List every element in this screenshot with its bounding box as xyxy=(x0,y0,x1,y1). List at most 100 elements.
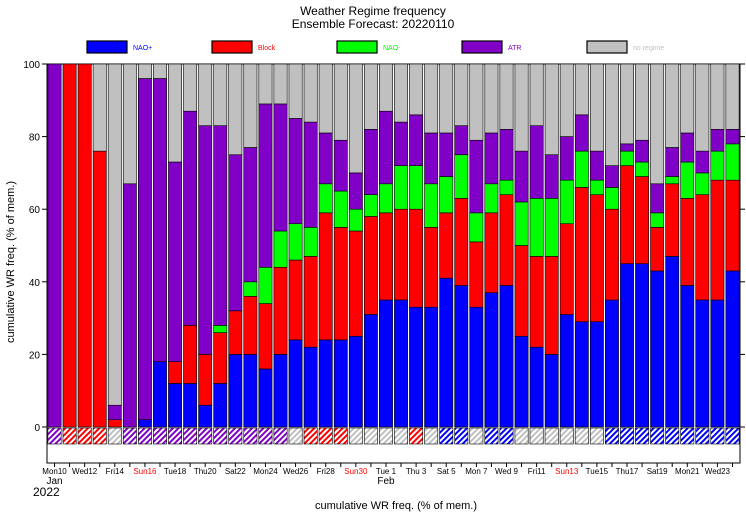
bar-segment-nao--13 xyxy=(243,354,258,428)
dominant-regime-cell-44 xyxy=(710,427,725,445)
y-axis-label: cumulative WR freq. (% of mem.) xyxy=(5,181,17,343)
dominant-regime-cell-7 xyxy=(153,427,167,445)
bar-segment-no-regime-22 xyxy=(379,63,393,112)
bar-segment-nao--25 xyxy=(424,306,439,428)
bar-segment-no-regime-7 xyxy=(153,63,167,79)
dominant-regime-cell-25 xyxy=(424,427,439,445)
bar-segment-atr-34 xyxy=(559,136,574,181)
dominant-regime-cell-2 xyxy=(77,427,92,445)
bar-segment-nao--43 xyxy=(695,172,710,195)
bar-segment-nao--38 xyxy=(620,263,634,428)
bar-segment-nao--44 xyxy=(710,299,725,428)
bar-segment-block-39 xyxy=(635,176,650,264)
bar-segment-nao--25 xyxy=(424,183,439,228)
x-tick-label-2: Wed12 xyxy=(72,467,98,476)
legend-label-nao-: NAO+ xyxy=(133,45,152,52)
dominant-regime-cell-32 xyxy=(529,427,544,445)
x-axis: Mon10 Wed12 Fri14 Sun16 Tue18 Thu20 Sat22 Mon24… xyxy=(42,463,733,487)
bar-segment-block-4 xyxy=(107,419,122,428)
legend-label-atr: ATR xyxy=(508,45,521,52)
bar-segment-nao--31 xyxy=(514,335,529,428)
bar-segment-block-24 xyxy=(409,208,424,308)
bar-segment-nao--36 xyxy=(589,321,604,428)
bar-segment-no-regime-4 xyxy=(107,63,122,406)
bar-segment-nao--19 xyxy=(333,190,348,228)
bar-segment-no-regime-40 xyxy=(650,63,665,185)
bar-segment-block-15 xyxy=(273,266,288,355)
dominant-regime-cell-21 xyxy=(363,427,378,445)
bar-segment-nao--14 xyxy=(258,368,273,428)
bar-segment-no-regime-11 xyxy=(213,63,228,127)
bar-segment-atr-23 xyxy=(394,121,408,166)
dominant-regime-cell-17 xyxy=(303,427,318,445)
bar-segment-atr-35 xyxy=(574,114,589,152)
bar-segment-block-2 xyxy=(77,63,92,428)
bar-segment-nao--11 xyxy=(213,325,228,333)
bar-segment-atr-4 xyxy=(107,404,122,421)
dominant-regime-cell-38 xyxy=(620,427,634,445)
bar-segment-nao--28 xyxy=(469,306,484,428)
bar-segment-no-regime-6 xyxy=(138,63,152,79)
bar-segment-atr-39 xyxy=(635,139,650,163)
bar-segment-block-21 xyxy=(363,216,378,315)
bar-segment-nao--24 xyxy=(409,165,424,210)
bar-segment-nao--23 xyxy=(394,165,408,210)
bar-segment-nao--19 xyxy=(333,339,348,428)
bar-segment-atr-13 xyxy=(243,147,258,283)
bar-segment-atr-38 xyxy=(620,143,634,152)
dominant-regime-cell-4 xyxy=(107,427,122,445)
dominant-regime-cell-14 xyxy=(258,427,273,445)
bar-segment-no-regime-24 xyxy=(409,63,424,116)
bar-segment-block-10 xyxy=(198,354,213,406)
bar-segment-atr-28 xyxy=(469,139,484,214)
y-tick-label-80: 80 xyxy=(29,133,41,144)
bar-segment-no-regime-41 xyxy=(665,63,680,148)
bar-segment-block-16 xyxy=(288,259,303,341)
bar-segment-atr-11 xyxy=(213,125,228,326)
y-tick-label-20: 20 xyxy=(29,350,41,361)
bar-segment-nao--15 xyxy=(273,354,288,428)
x-tick-label-36: Tue15 xyxy=(586,467,609,476)
dominant-regime-cell-11 xyxy=(213,427,228,445)
dominant-regime-cell-37 xyxy=(605,427,619,445)
bar-segment-no-regime-43 xyxy=(695,63,710,152)
bar-segment-no-regime-15 xyxy=(273,63,288,105)
bar-segment-nao--41 xyxy=(665,256,680,428)
bar-segment-nao--7 xyxy=(153,361,167,428)
bar-segment-nao--28 xyxy=(469,212,484,243)
x-tick-label-40: Sat19 xyxy=(647,467,668,476)
bar-segment-atr-31 xyxy=(514,150,529,203)
bar-segment-nao--45 xyxy=(725,270,740,428)
legend-label-no-regime: no regime xyxy=(633,45,664,52)
x-tick-label-34: Sun13 xyxy=(555,467,579,476)
dominant-regime-cell-41 xyxy=(665,427,680,445)
dominant-regime-cell-34 xyxy=(559,427,574,445)
bar-segment-block-1 xyxy=(62,63,77,428)
bar-segment-nao--23 xyxy=(394,299,408,428)
bar-segment-nao--26 xyxy=(439,277,454,428)
dominant-regime-cell-5 xyxy=(122,427,137,445)
dominant-regime-cell-18 xyxy=(318,427,333,445)
bar-segment-nao--31 xyxy=(514,201,529,246)
bar-segment-nao--34 xyxy=(559,179,574,225)
bar-segment-atr-26 xyxy=(439,132,454,177)
bar-segment-atr-30 xyxy=(499,129,514,181)
bar-segment-no-regime-5 xyxy=(122,63,137,185)
x-tick-label-44: Wed23 xyxy=(705,467,731,476)
bar-segment-atr-18 xyxy=(318,132,333,185)
dominant-regime-cell-26 xyxy=(439,427,454,445)
dominant-regime-cell-10 xyxy=(198,427,213,445)
bar-segment-block-40 xyxy=(650,227,665,272)
x-tick-label-16: Wed26 xyxy=(283,467,309,476)
bar-segment-no-regime-26 xyxy=(439,63,454,134)
bar-segment-block-12 xyxy=(228,310,243,355)
bar-segment-atr-24 xyxy=(409,114,424,166)
bar-segment-nao--18 xyxy=(318,183,333,214)
x-tick-label-4: Fri14 xyxy=(106,467,125,476)
bar-segment-nao--8 xyxy=(168,383,182,428)
bar-segment-no-regime-3 xyxy=(92,63,107,152)
bar-segment-block-23 xyxy=(394,208,408,301)
bar-segment-nao--11 xyxy=(213,383,228,428)
bar-segment-nao--17 xyxy=(303,346,318,428)
bar-segment-atr-29 xyxy=(484,132,499,185)
